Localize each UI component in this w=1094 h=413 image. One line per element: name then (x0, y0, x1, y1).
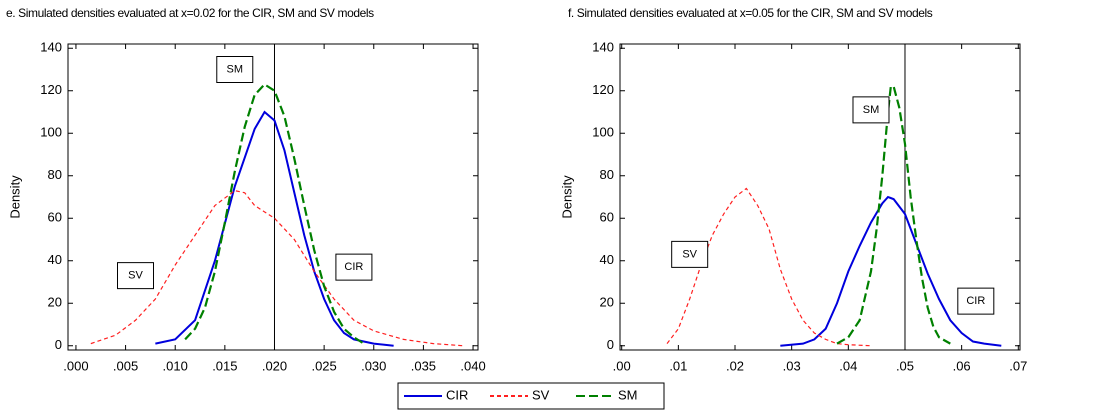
annotation: SV (682, 248, 697, 260)
density-line (90, 189, 464, 347)
x-tick-label: .025 (311, 358, 336, 373)
y-tick-label: 140 (40, 40, 62, 55)
y-tick-label: 100 (592, 125, 614, 140)
chart-title: e. Simulated densities evaluated at x=0.… (6, 6, 374, 20)
annotation: CIR (344, 261, 363, 273)
annotation: SM (227, 63, 244, 75)
x-tick-label: .020 (262, 358, 287, 373)
x-tick-label: .05 (896, 358, 914, 373)
y-tick-label: 20 (48, 295, 62, 310)
annotation: SV (128, 270, 143, 282)
legend-label: CIR (446, 387, 468, 402)
annotation-box (117, 262, 155, 290)
y-tick-label: 140 (592, 40, 614, 55)
y-tick-label: 60 (600, 210, 614, 225)
y-tick-label: 0 (607, 337, 614, 352)
annotation-box (335, 253, 373, 281)
density-line (780, 195, 1002, 347)
annotation-box (216, 56, 254, 83)
x-tick-label: .06 (953, 358, 971, 373)
y-tick-label: 0 (55, 337, 62, 352)
y-axis-label: Density (559, 175, 574, 219)
y-tick-label: 60 (48, 210, 62, 225)
x-tick-label: .07 (1009, 358, 1027, 373)
x-tick-label: .01 (669, 358, 687, 373)
legend-label: SV (532, 387, 550, 402)
annotation-box (852, 96, 890, 124)
density-line (666, 187, 872, 347)
y-tick-label: 40 (48, 252, 62, 267)
legend-label: SM (618, 387, 638, 402)
density-line (184, 82, 365, 345)
x-tick-label: .035 (411, 358, 436, 373)
density-line (836, 85, 951, 345)
y-tick-label: 40 (600, 252, 614, 267)
x-tick-label: .04 (839, 358, 857, 373)
x-tick-label: .030 (361, 358, 386, 373)
x-tick-label: .010 (163, 358, 188, 373)
y-axis-label: Density (7, 175, 22, 219)
plot-frame (67, 43, 479, 351)
chart-title: f. Simulated densities evaluated at x=0.… (568, 6, 933, 20)
x-tick-label: .005 (113, 358, 138, 373)
x-tick-label: .02 (726, 358, 744, 373)
x-tick-label: .000 (63, 358, 88, 373)
y-tick-label: 20 (600, 295, 614, 310)
annotation-box (671, 240, 709, 268)
x-tick-label: .00 (613, 358, 631, 373)
annotation: SM (863, 104, 880, 116)
x-tick-label: .015 (212, 358, 237, 373)
annotation-box (957, 287, 995, 315)
legend-box (397, 382, 665, 410)
annotation: CIR (966, 295, 985, 307)
x-tick-label: .03 (783, 358, 801, 373)
plot-frame (619, 43, 1021, 351)
y-tick-label: 80 (48, 167, 62, 182)
y-tick-label: 120 (40, 82, 62, 97)
y-tick-label: 100 (40, 125, 62, 140)
density-line (155, 110, 394, 347)
y-tick-label: 120 (592, 82, 614, 97)
x-tick-label: .040 (460, 358, 485, 373)
y-tick-label: 80 (600, 167, 614, 182)
